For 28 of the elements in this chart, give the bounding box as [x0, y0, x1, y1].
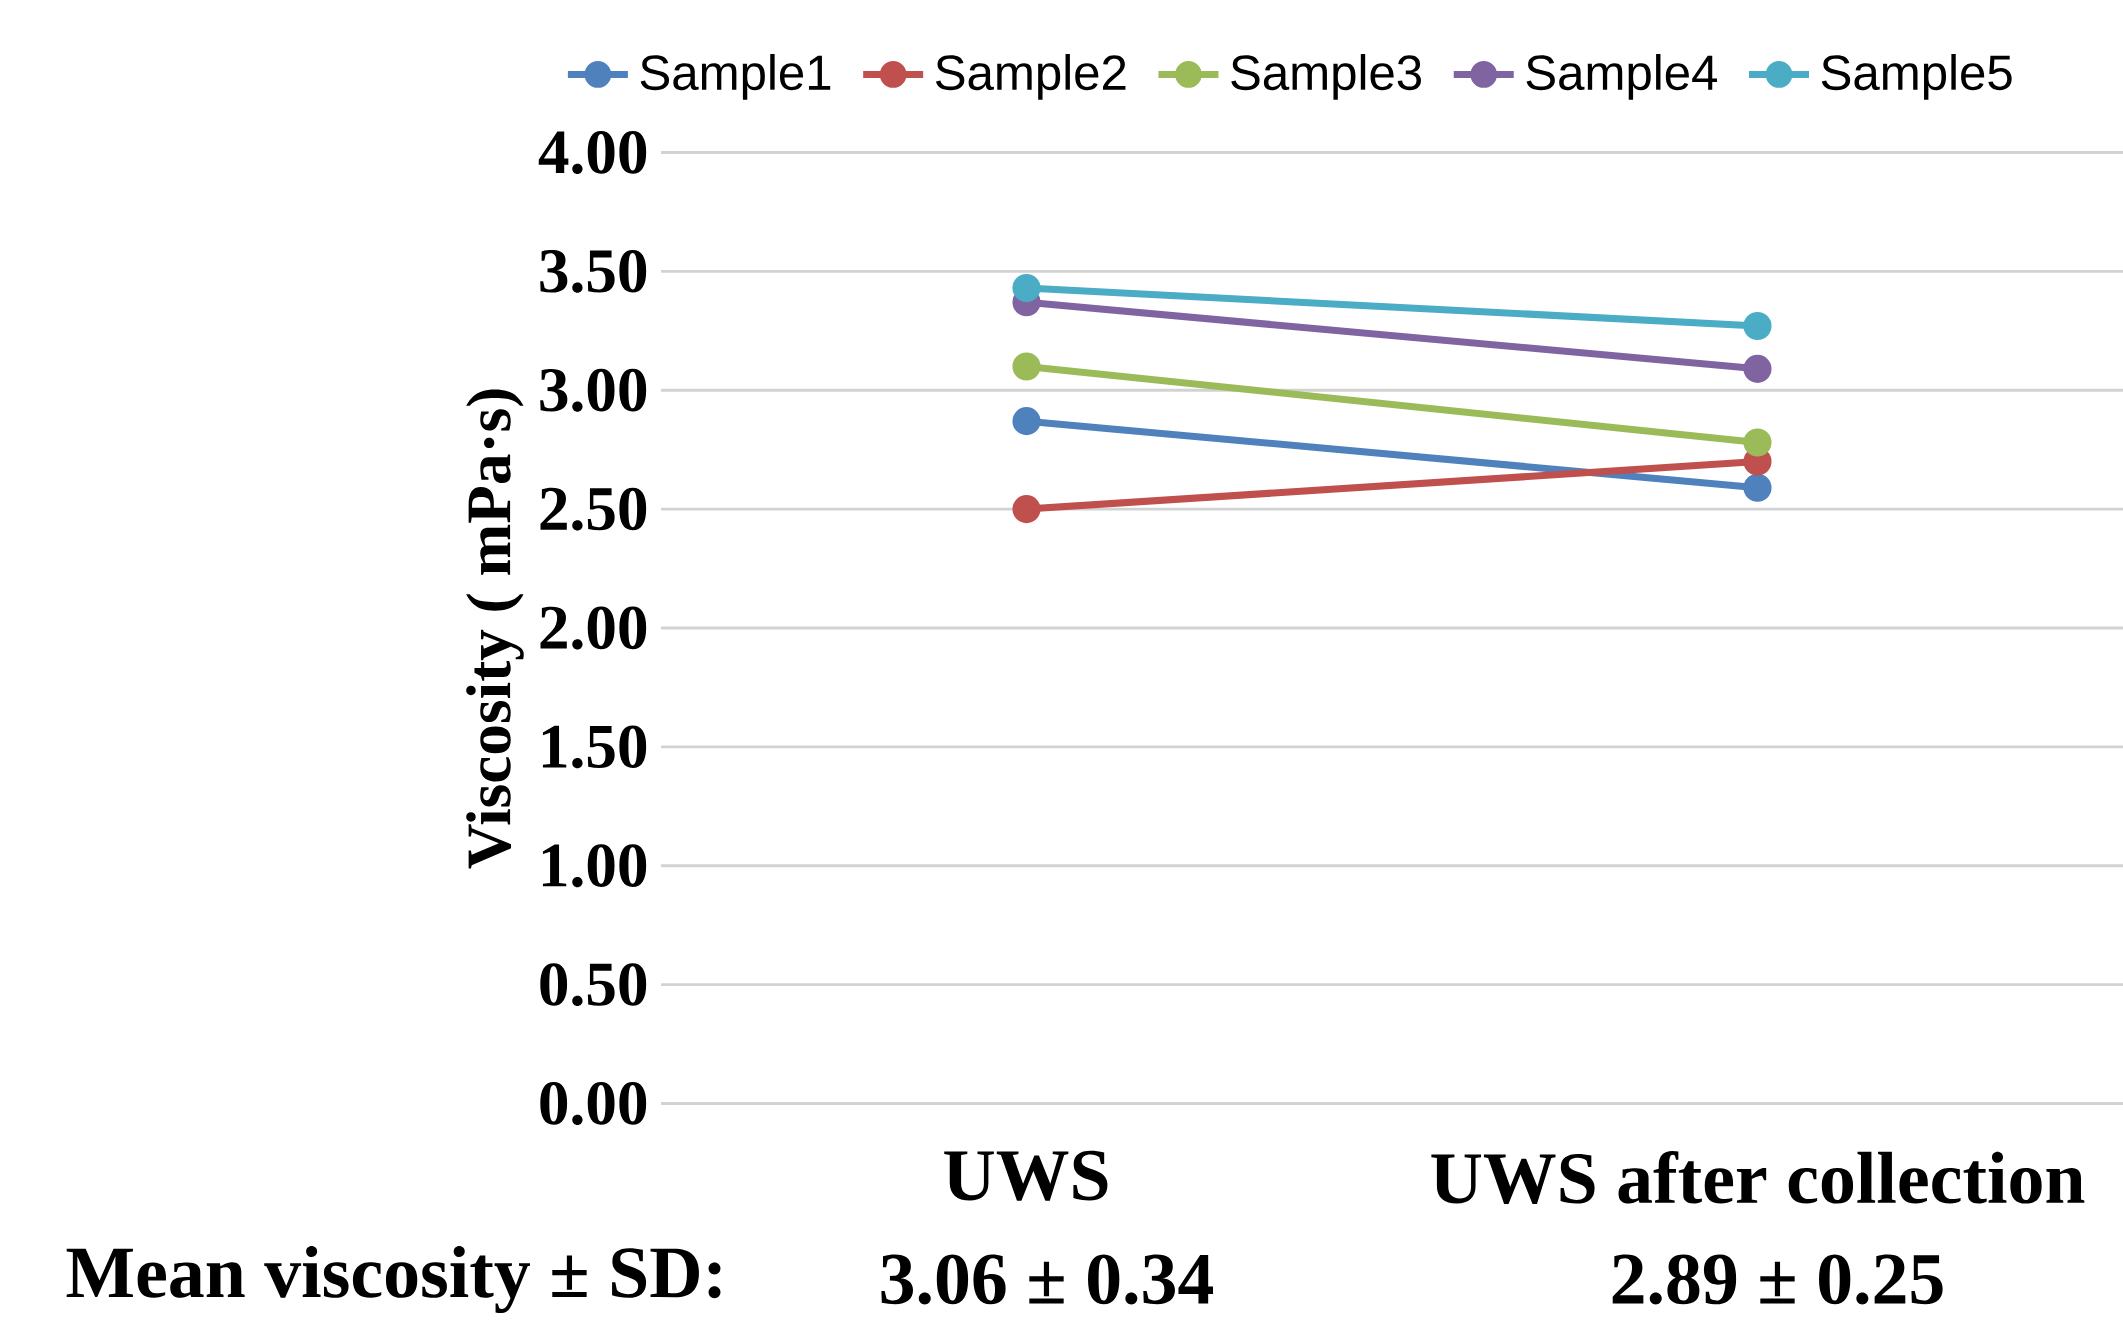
- point: [1012, 352, 1041, 381]
- text: 2.89 ± 0.25: [1612, 1254, 1943, 1305]
- y-tick-label: 1.00: [542, 844, 647, 888]
- legend-label: Sample3: [1231, 54, 1421, 100]
- legend-label: Sample1: [640, 54, 831, 100]
- y-tick-label: 2.00: [540, 606, 647, 650]
- legend-label: Sample5: [1821, 54, 2012, 100]
- point: [1012, 273, 1041, 303]
- point: [1012, 495, 1041, 524]
- y-tick-label: 3.00: [540, 368, 647, 412]
- text: Mean viscosity ± SD:: [66, 1245, 721, 1314]
- y-tick-label: 1.50: [542, 725, 647, 769]
- y-axis-title: Viscosity ( mPa·s): [466, 389, 524, 869]
- legend-label: Sample4: [1526, 54, 1717, 100]
- point: [1743, 311, 1772, 341]
- point: [1012, 407, 1041, 436]
- text: 3.06 ± 0.34: [881, 1254, 1214, 1305]
- x-tick-label: UWS: [944, 1150, 1108, 1201]
- y-tick-label: 0.00: [540, 1082, 647, 1125]
- point: [1743, 428, 1772, 457]
- y-tick-label: 3.50: [540, 249, 647, 293]
- y-tick-label: 0.50: [540, 963, 647, 1007]
- point: [1743, 473, 1772, 502]
- point: [1743, 354, 1772, 383]
- legend-label: Sample2: [935, 54, 1126, 100]
- x-tick-label: UWS after collection: [1431, 1150, 2085, 1204]
- y-tick-label: 2.50: [540, 487, 647, 531]
- y-tick-label: 4.00: [538, 131, 647, 174]
